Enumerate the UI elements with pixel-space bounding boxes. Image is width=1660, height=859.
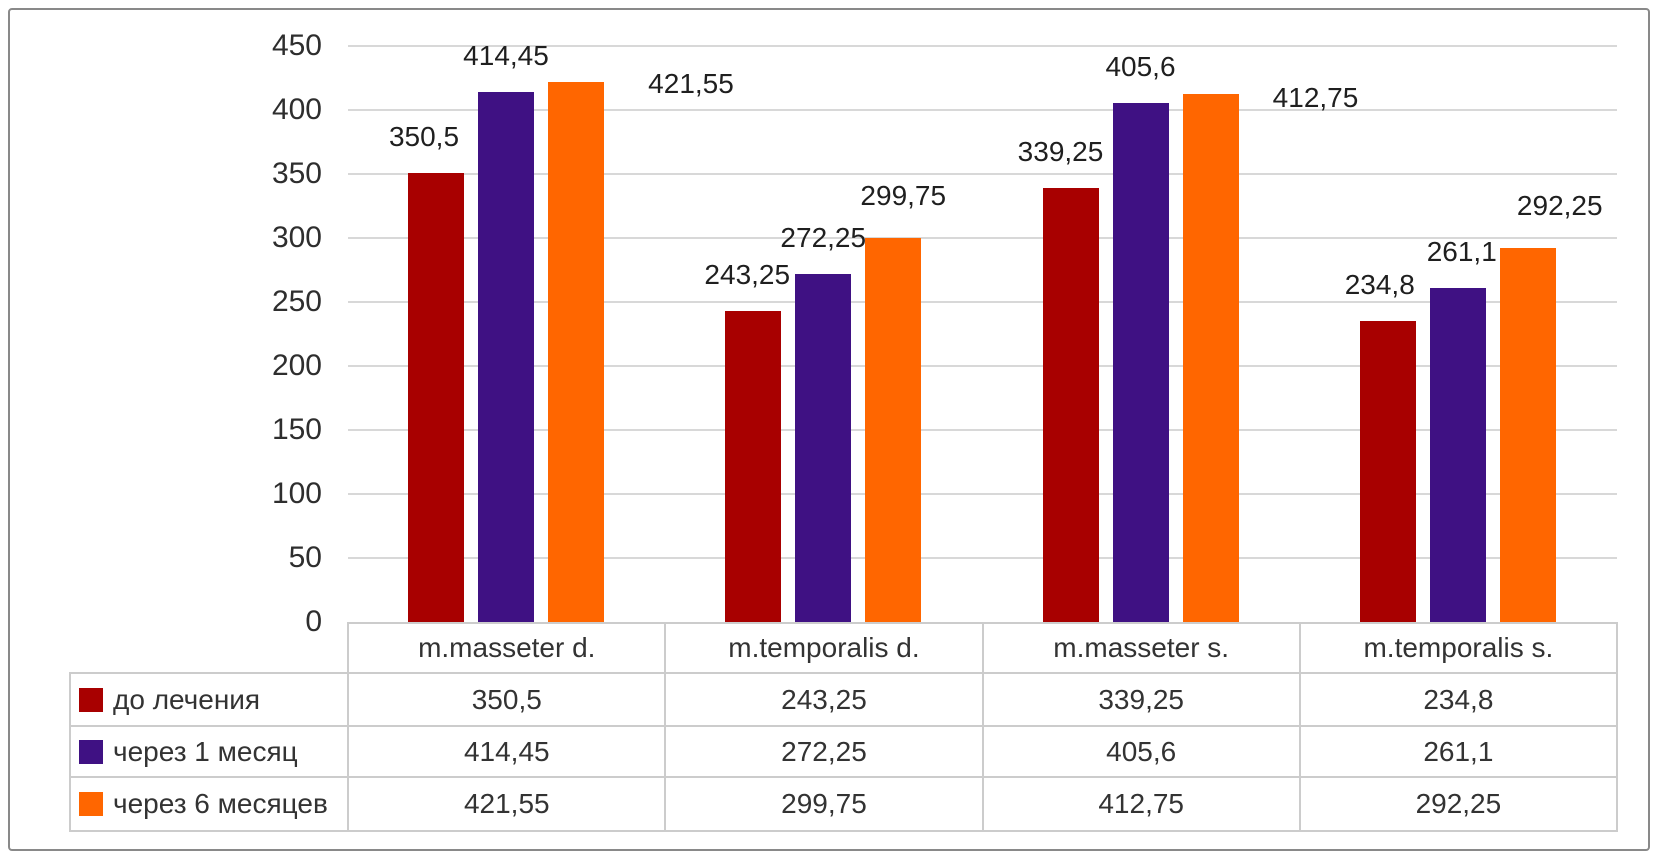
bar-value-label: 261,1 [1426,235,1497,267]
gridline [348,173,1617,175]
gridline [348,237,1617,239]
value-cell: 414,45 [347,725,667,778]
bar-s3-c2 [865,238,922,622]
y-axis-tick-label: 350 [271,157,322,190]
bar-s3-c1 [548,82,604,622]
bar-s3-c4 [1499,247,1556,622]
value-cell: 243,25 [664,672,984,727]
bar-value-label: 272,25 [780,221,867,253]
y-axis-tick-label: 300 [271,221,322,254]
category-header-cell: m.masseter s. [981,622,1301,674]
bar-s2-c1 [478,91,534,622]
category-header-cell: m.temporalis s. [1298,622,1619,674]
legend-swatch-icon [79,739,103,764]
value-cell: 292,25 [1298,776,1619,832]
bar-value-label: 243,25 [704,258,791,290]
legend-swatch-icon [79,687,103,712]
y-axis-tick-label: 100 [271,477,322,510]
gridline [348,45,1617,47]
bar-s1-c2 [725,310,782,622]
bar-value-label: 414,45 [463,39,549,71]
y-axis-tick-label: 150 [271,413,322,446]
table-header-row: m.masseter d. m.temporalis d. m.masseter s… [70,622,1619,674]
legend-cell: через 1 месяц [68,725,350,778]
category-header-cell: m.masseter d. [347,622,667,674]
bar-s3-c3 [1182,93,1239,622]
category-header-cell: m.temporalis d. [664,622,984,674]
y-axis-tick-label: 200 [271,349,322,382]
table-corner-cell [70,623,348,673]
legend-swatch-icon [79,792,103,816]
y-axis-tick-label: 250 [271,285,322,318]
y-axis-tick-label: 450 [271,29,322,62]
bar-s2-c2 [795,273,852,622]
bar-value-label: 339,25 [1017,135,1104,167]
gridline [348,557,1617,559]
value-cell: 272,25 [664,725,984,778]
bar-s1-c3 [1042,187,1099,622]
value-cell: 234,8 [1298,672,1619,727]
bar-s1-c4 [1359,321,1416,622]
value-cell: 405,6 [981,725,1301,778]
table-row: через 1 месяц 414,45 272,25 405,6 261,1 [68,725,1619,778]
legend-label: через 1 месяц [113,735,298,767]
legend-cell: через 6 месяцев [68,776,350,832]
gridline [348,109,1617,111]
gridline [348,493,1617,495]
gridline [348,429,1617,431]
plot-area: 350,5 243,25 339,25 234,8 414,45 272,25 405,6 2… [348,40,1617,622]
bar-s1-c1 [408,173,464,622]
legend-cell: до лечения [68,672,350,727]
bar-value-label: 350,5 [388,121,460,153]
table-row: до лечения 350,5 243,25 339,25 234,8 [68,672,1619,727]
bar-value-label: 412,75 [1272,81,1359,113]
y-axis-tick-label: 50 [288,541,322,574]
gridline [348,365,1617,367]
bar-value-label: 405,6 [1105,50,1176,82]
legend-label: через 6 месяцев [113,788,328,819]
value-cell: 339,25 [981,672,1301,727]
data-table: m.masseter d. m.temporalis d. m.masseter s… [68,622,1619,832]
legend-label: до лечения [113,683,261,715]
bar-value-label: 299,75 [860,180,947,212]
value-cell: 421,55 [347,776,667,832]
bar-value-label: 234,8 [1344,269,1415,301]
value-cell: 412,75 [981,776,1301,832]
value-cell: 299,75 [664,776,984,832]
bar-s2-c3 [1112,102,1169,622]
y-axis-tick-label: 400 [271,93,322,126]
gridline [348,301,1617,303]
bar-value-label: 292,25 [1516,189,1603,221]
bar-value-label: 421,55 [648,68,734,100]
table-row: через 6 месяцев 421,55 299,75 412,75 292,25 [68,776,1619,832]
y-axis-tick-label: 0 [305,605,322,638]
value-cell: 261,1 [1298,725,1619,778]
value-cell: 350,5 [347,672,667,727]
bar-s2-c4 [1429,287,1486,622]
